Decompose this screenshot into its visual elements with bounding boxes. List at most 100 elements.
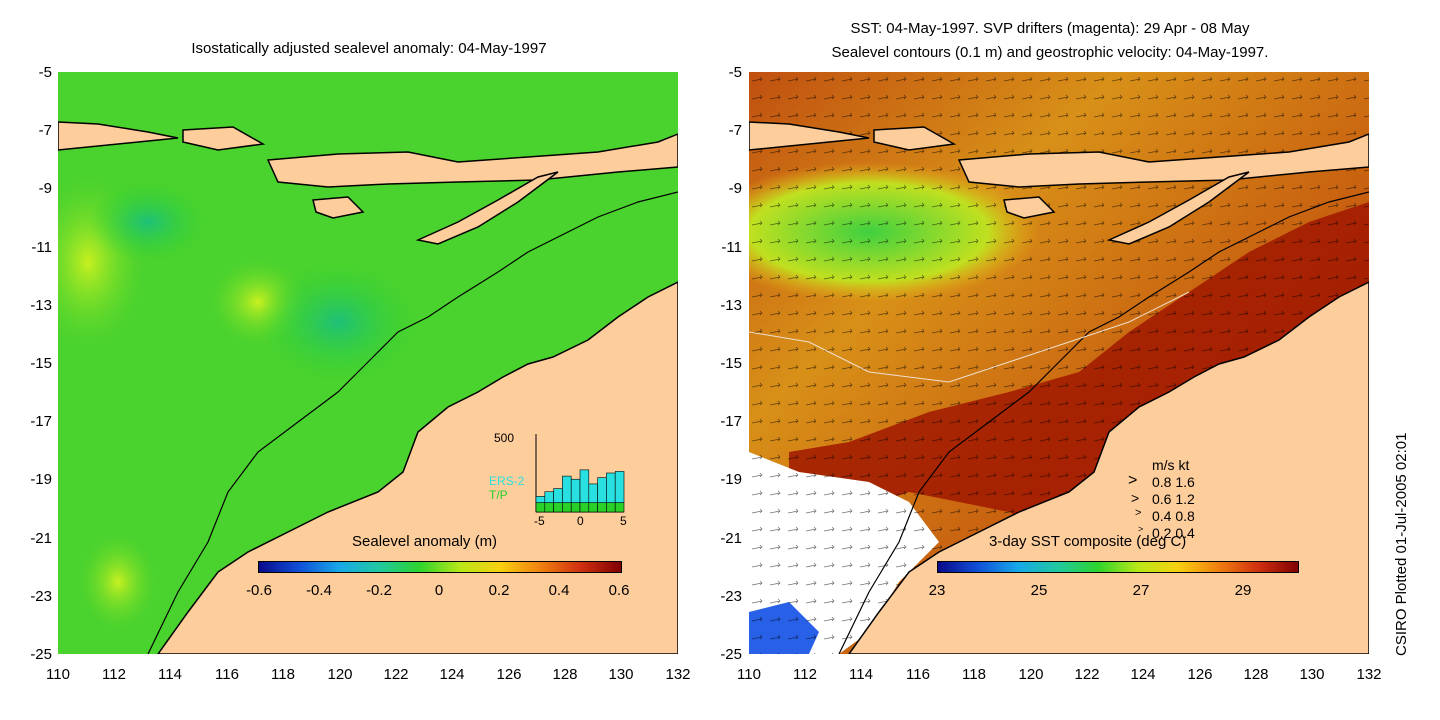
right-sumba-land	[1003, 196, 1056, 219]
y-tick: -5	[38, 64, 52, 81]
velocity-arrow-icon: >	[1128, 472, 1138, 489]
colorbar-tick: 0.6	[608, 582, 630, 599]
velocity-arrow-icon: >	[1138, 524, 1144, 534]
velocity-legend-row: 0.6 1.2	[1152, 491, 1195, 507]
right-java-land	[749, 121, 870, 151]
x-tick: 110	[46, 666, 70, 683]
y-tick: -19	[30, 471, 52, 488]
colorbar-tick: 27	[1132, 582, 1150, 599]
y-tick: -7	[38, 122, 52, 139]
colorbar-tick: 0.4	[548, 582, 570, 599]
y-tick: -13	[30, 297, 52, 314]
inset-bar-ers2	[588, 483, 598, 503]
velocity-legend-row: 0.8 1.6	[1152, 474, 1195, 490]
x-tick: 128	[552, 666, 578, 683]
left-anomaly-low	[88, 182, 208, 262]
inset-bar-tp	[544, 502, 554, 513]
y-tick: -25	[720, 646, 742, 663]
left-colorbar-label: Sealevel anomaly (m)	[352, 533, 498, 550]
inset-max-label: 500	[494, 431, 515, 445]
x-tick: 130	[1299, 666, 1325, 683]
velocity-legend-header: m/s kt	[1152, 457, 1190, 473]
right-island-land	[873, 126, 957, 151]
inset-bar-ers2	[553, 488, 563, 503]
right-island-land	[957, 133, 1369, 188]
left-shelf-contour	[147, 191, 678, 654]
x-tick: 112	[793, 666, 817, 683]
inset-histogram	[535, 434, 625, 513]
y-tick: -9	[38, 180, 52, 197]
x-tick: 116	[215, 666, 239, 683]
y-tick: -15	[30, 355, 52, 372]
x-tick: 122	[1074, 666, 1100, 683]
left-panel-title: Isostatically adjusted sealevel anomaly:…	[191, 40, 547, 57]
inset-bar-tp	[535, 502, 546, 513]
y-tick: -21	[720, 530, 742, 547]
left-sumba-land	[312, 196, 365, 219]
right-map-svg	[749, 72, 1369, 654]
left-anomaly-low	[258, 262, 418, 382]
velocity-arrow-icon: >	[1135, 507, 1142, 519]
x-tick: 118	[271, 666, 295, 683]
left-island-land	[182, 126, 266, 151]
x-tick: 132	[1356, 666, 1382, 683]
colorbar-tick: 0.2	[488, 582, 510, 599]
y-tick: -5	[728, 64, 742, 81]
inset-bar-ers2	[544, 491, 554, 503]
colorbar-tick: 0	[434, 582, 444, 599]
inset-bar-tp	[570, 502, 581, 513]
velocity-arrow-icon: >	[1131, 490, 1140, 506]
x-tick: 120	[327, 666, 353, 683]
inset-bar-tp	[553, 502, 563, 513]
y-tick: -11	[721, 239, 742, 256]
inset-bar-ers2	[579, 469, 590, 503]
inset-bar-tp	[562, 502, 572, 513]
right-colorbar	[937, 561, 1299, 573]
y-tick: -15	[720, 355, 742, 372]
x-tick: 126	[1187, 666, 1213, 683]
y-tick: -19	[720, 471, 742, 488]
inset-x-tick: 0	[577, 514, 584, 528]
colorbar-tick: -0.4	[306, 582, 332, 599]
inset-x-tick: -5	[534, 514, 545, 528]
colorbar-tick: -0.2	[366, 582, 392, 599]
y-tick: -25	[30, 646, 52, 663]
left-colorbar	[258, 561, 622, 573]
left-anomaly-high	[78, 532, 158, 632]
plot-credit: CSIRO Plotted 01-Jul-2005 02:01	[1393, 432, 1410, 656]
y-tick: -23	[30, 588, 52, 605]
velocity-legend-row: 0.2 0.4	[1152, 525, 1195, 541]
inset-bar-tp	[606, 502, 616, 513]
inset-bar-tp	[614, 502, 625, 513]
colorbar-tick: 23	[928, 582, 946, 599]
y-tick: -21	[30, 530, 52, 547]
right-panel-title-2: Sealevel contours (0.1 m) and geostrophi…	[831, 44, 1269, 61]
inset-series-tp: T/P	[489, 488, 508, 502]
right-map	[749, 72, 1369, 654]
x-tick: 114	[158, 666, 182, 683]
right-shelf-contour	[838, 191, 1369, 654]
x-tick: 114	[849, 666, 873, 683]
x-tick: 124	[1130, 666, 1156, 683]
left-island-land	[266, 133, 678, 188]
x-tick: 112	[102, 666, 126, 683]
inset-bar-ers2	[535, 496, 546, 503]
inset-bar-ers2	[562, 475, 572, 503]
inset-bar-tp	[597, 502, 607, 513]
x-tick: 110	[737, 666, 761, 683]
right-timor-land	[1106, 171, 1250, 245]
y-tick: -11	[31, 239, 52, 256]
x-tick: 120	[1018, 666, 1044, 683]
inset-series-ers2: ERS-2	[489, 474, 525, 488]
x-tick: 122	[383, 666, 409, 683]
right-sealevel-contour	[749, 291, 1190, 383]
colorbar-tick: 25	[1030, 582, 1048, 599]
x-tick: 132	[665, 666, 691, 683]
inset-x-tick: 5	[620, 514, 627, 528]
x-tick: 124	[439, 666, 465, 683]
x-tick: 130	[608, 666, 634, 683]
y-tick: -17	[30, 413, 52, 430]
inset-bar-tp	[588, 502, 598, 513]
x-tick: 128	[1243, 666, 1269, 683]
right-colorbar-label: 3-day SST composite (deg C)	[989, 533, 1187, 550]
